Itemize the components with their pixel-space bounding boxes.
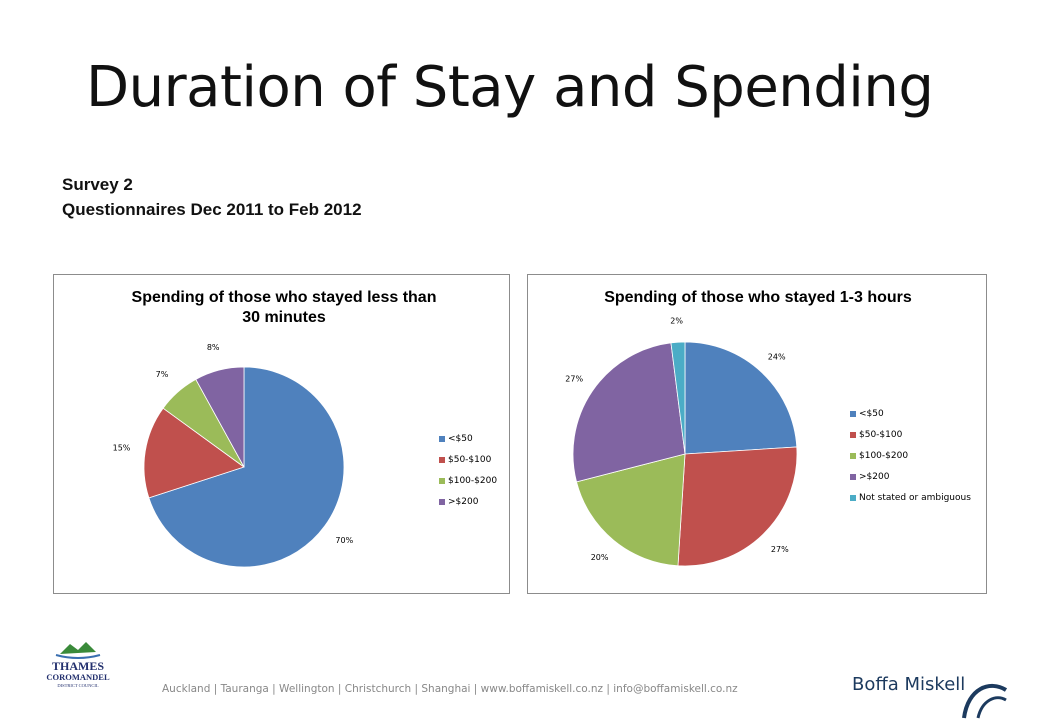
legend-swatch	[439, 477, 445, 484]
council-logo-line-2: COROMANDEL	[46, 672, 110, 682]
legend-item-over-200: >$200	[439, 491, 497, 512]
pie-data-label: 7%	[156, 370, 169, 379]
legend-swatch	[850, 452, 856, 459]
legend-item-under-50: <$50	[850, 403, 971, 424]
legend-item-50-100: $50-$100	[850, 424, 971, 445]
legend-item-100-200: $100-$200	[850, 445, 971, 466]
legend-swatch	[850, 410, 856, 417]
pie-slice	[670, 341, 686, 455]
legend-item-100-200: $100-$200	[439, 470, 497, 491]
pie-data-label: 20%	[591, 553, 609, 562]
pie-chart-svg: 70% 15% 7% 8%	[113, 343, 354, 568]
pie-chart-svg: 24% 27% 20% 27% 2%	[565, 316, 798, 567]
chart-title: Spending of those who stayed 1-3 hours	[604, 289, 912, 306]
council-logo-mountains-icon	[60, 642, 96, 654]
pie-slice	[677, 446, 798, 567]
legend-item-over-200: >$200	[850, 466, 971, 487]
legend-label: $100-$200	[448, 475, 498, 486]
pie-data-label: 27%	[771, 545, 789, 554]
legend-swatch	[439, 435, 445, 442]
pie-slice	[576, 453, 686, 567]
brand-logo: Boffa Miskell	[852, 674, 965, 695]
brand-swoosh-icon	[962, 684, 1008, 719]
pie-slice	[684, 341, 798, 455]
legend-swatch	[439, 456, 445, 463]
legend-label: >$200	[859, 471, 890, 482]
pie-data-label: 15%	[113, 444, 131, 453]
legend-swatch	[850, 494, 856, 501]
survey-label: Survey 2	[62, 175, 133, 194]
pie-data-label: 2%	[670, 316, 683, 325]
legend-label: $50-$100	[448, 454, 492, 465]
slide-title: Duration of Stay and Spending	[86, 55, 934, 120]
legend-item-not-stated: Not stated or ambiguous	[850, 487, 971, 508]
legend-swatch	[850, 431, 856, 438]
legend-label: >$200	[448, 496, 479, 507]
council-logo-line-1: THAMES	[52, 659, 104, 673]
council-logo: THAMES COROMANDEL DISTRICT COUNCIL	[46, 642, 110, 688]
brand-name: Boffa Miskell	[852, 674, 966, 695]
chart-title-line-2: 30 minutes	[242, 309, 326, 326]
pie-data-label: 70%	[335, 536, 353, 545]
council-logo-wave-icon	[55, 654, 101, 659]
chart-less-than-30-minutes: 70% 15% 7% 8% Spending of those who stayed …	[53, 274, 510, 594]
footer-contact: Auckland | Tauranga | Wellington | Chris…	[162, 683, 738, 695]
legend-swatch	[850, 473, 856, 480]
survey-period: Questionnaires Dec 2011 to Feb 2012	[62, 200, 362, 219]
pie-data-label: 8%	[207, 343, 220, 352]
legend-label: <$50	[859, 408, 884, 419]
chart-title-line-1: Spending of those who stayed less than	[131, 289, 437, 306]
pie-slice	[195, 366, 245, 468]
pie-slice	[148, 366, 345, 568]
legend-label: <$50	[448, 433, 473, 444]
legend-label: $100-$200	[859, 450, 909, 461]
pie-slice	[143, 407, 245, 499]
legend-item-50-100: $50-$100	[439, 449, 497, 470]
pie-slice	[572, 342, 686, 483]
legend-label: $50-$100	[859, 429, 903, 440]
slide-subtitle: Survey 2 Questionnaires Dec 2011 to Feb …	[62, 172, 362, 222]
chart-legend: <$50 $50-$100 $100-$200 >$200 Not stated…	[850, 403, 971, 508]
chart-1-3-hours: 24% 27% 20% 27% 2% Spending of those who sta…	[527, 274, 987, 594]
pie-data-label: 24%	[768, 352, 786, 361]
chart-legend: <$50 $50-$100 $100-$200 >$200	[439, 428, 497, 512]
legend-swatch	[439, 498, 445, 505]
pie-data-label: 27%	[565, 375, 583, 384]
legend-item-under-50: <$50	[439, 428, 497, 449]
council-logo-line-3: DISTRICT COUNCIL	[57, 683, 99, 688]
legend-label: Not stated or ambiguous	[859, 492, 971, 503]
chart-title: Spending of those who stayed less than 3…	[94, 288, 474, 328]
